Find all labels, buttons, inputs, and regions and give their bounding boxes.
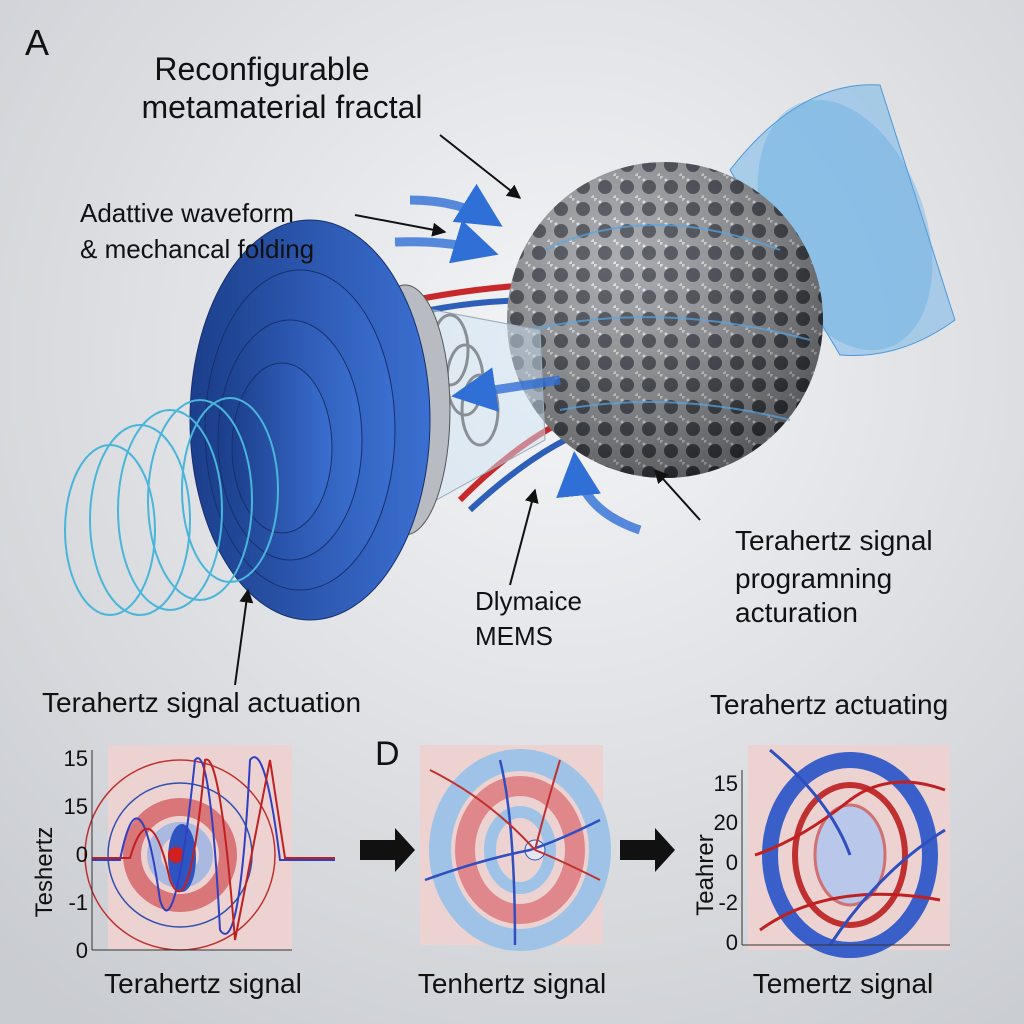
- label-line: Adattive waveform: [80, 198, 294, 228]
- caption: Terahertz signal actuation: [42, 687, 361, 718]
- fractal-sphere: [507, 162, 823, 478]
- label-line: & mechancal folding: [80, 234, 314, 264]
- label-line: Dlymaice: [475, 586, 582, 616]
- label-line: programning: [735, 563, 892, 594]
- x-axis-label: Terahertz signal: [104, 968, 302, 999]
- y-axis-label: Teshertz: [31, 827, 58, 918]
- tick-label: 0: [726, 930, 738, 955]
- arrow: [360, 828, 415, 872]
- title-line: metamaterial fractal: [142, 89, 423, 125]
- signal-coil: [64, 397, 279, 616]
- disc-stack: [189, 219, 431, 621]
- tick-label: 20: [714, 810, 738, 835]
- panel: 15 20 0 -2 0 Teahrer Temertz signal: [692, 745, 950, 999]
- x-axis-label: Tenhertz signal: [418, 968, 606, 999]
- y-axis-label: Teahrer: [692, 834, 719, 915]
- tick-label: 15: [64, 794, 88, 819]
- tick-label: -2: [718, 890, 738, 915]
- title-line: Reconfigurable: [154, 51, 369, 87]
- panel-label: D: [375, 735, 400, 773]
- leader-lines: [234, 134, 701, 686]
- flow-arrows: [394, 183, 642, 535]
- label-line: Terahertz signal: [735, 525, 933, 556]
- tick-label: 15: [64, 746, 88, 771]
- x-axis-label: Temertz signal: [753, 968, 934, 999]
- label-line: acturation: [735, 597, 858, 628]
- label-line: MEMS: [475, 621, 553, 651]
- caption: Terahertz actuating: [710, 689, 948, 720]
- figure-label: A: [25, 22, 49, 63]
- tick-label: 0: [726, 850, 738, 875]
- tick-label: 0: [76, 938, 88, 963]
- panel: Tenhertz signal: [418, 745, 611, 999]
- panel: 15 15 0 -1 0 Teshertz Terahertz signal: [31, 745, 335, 999]
- tick-label: -1: [68, 890, 88, 915]
- tick-label: 0: [76, 842, 88, 867]
- arrow: [620, 828, 675, 872]
- tick-label: 15: [714, 771, 738, 796]
